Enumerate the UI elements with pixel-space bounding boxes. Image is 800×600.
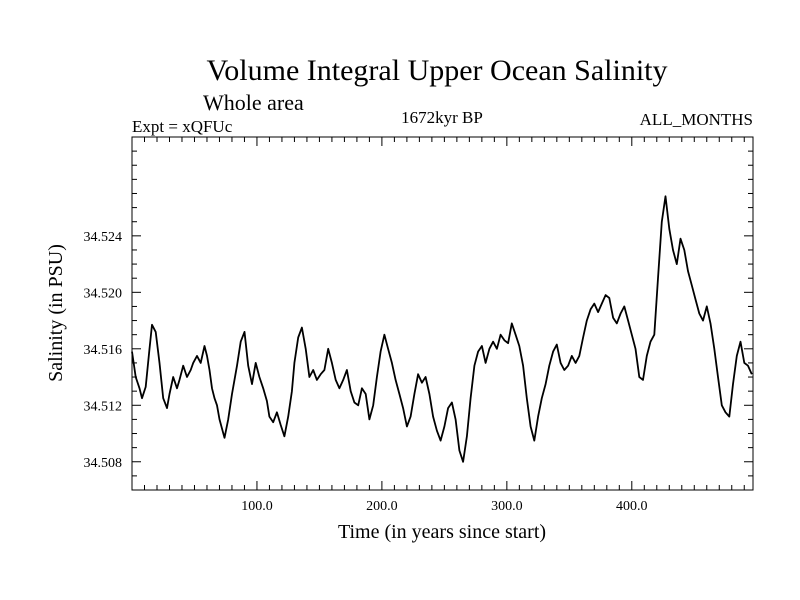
plot-area: 100.0 200.0 300.0 400.0 34.508 34.512 34.516 34… [84, 136, 754, 514]
series-line-salinity [131, 195, 753, 463]
plot-frame [131, 136, 754, 491]
period-label: 1672kyr BP [401, 108, 483, 127]
y-tick-label: 34.520 [84, 286, 123, 301]
y-tick-label: 34.516 [84, 343, 123, 358]
x-tick-label: 100.0 [241, 499, 273, 514]
expt-label: Expt = xQFUc [132, 117, 233, 136]
y-tick-label: 34.512 [84, 399, 123, 414]
chart-subtitle: Whole area [203, 90, 304, 115]
x-tick-label: 300.0 [491, 499, 523, 514]
x-tick-label: 400.0 [616, 499, 648, 514]
y-tick-label: 34.524 [84, 230, 123, 245]
chart-title: Volume Integral Upper Ocean Salinity [207, 54, 668, 87]
x-axis-label: Time (in years since start) [338, 521, 546, 543]
months-label: ALL_MONTHS [640, 110, 753, 129]
x-tick-label: 200.0 [366, 499, 398, 514]
y-tick-label: 34.508 [84, 456, 123, 471]
y-axis-label: Salinity (in PSU) [45, 244, 67, 382]
